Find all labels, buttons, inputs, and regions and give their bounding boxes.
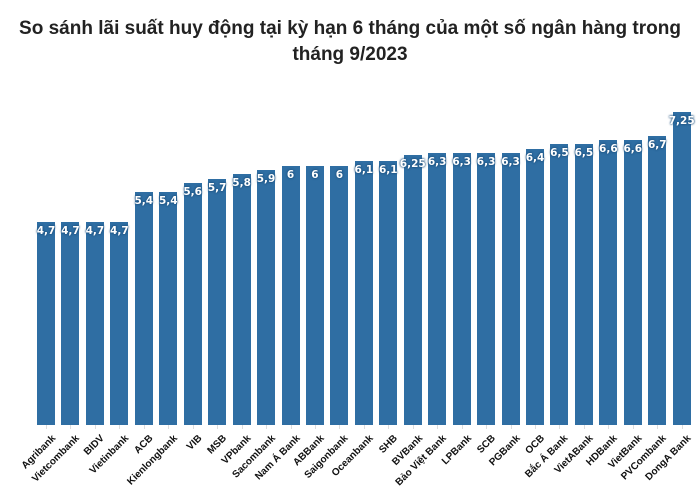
bar [330,165,349,425]
bar [61,221,80,425]
x-tick [535,425,536,429]
x-tick [70,425,72,429]
x-tick [632,425,634,429]
bar-value-label: 6,7 [647,138,667,151]
x-tick [266,425,268,429]
bar-value-label: 5,9 [256,173,276,186]
bar [428,152,447,425]
bar [354,161,373,425]
bar-value-label: 4,7 [85,224,105,237]
x-tick [217,425,219,429]
bar [257,170,276,425]
x-tick [388,425,390,429]
bar-value-label: 5,8 [232,177,251,190]
bar-value-label: 6,1 [354,164,374,177]
bar [183,183,202,425]
bar [85,221,104,425]
bar [159,191,178,425]
x-tick [657,425,659,429]
bar-value-label: 5,4 [134,194,154,207]
x-tick [192,425,194,429]
bar-value-label: 6 [286,168,295,181]
x-tick [314,425,316,429]
bar-value-label: 6,25 [399,158,426,170]
bar-value-label: 6 [311,168,319,181]
bar-value-label: 6,3 [427,155,447,168]
x-tick-label: VIB [184,433,205,453]
bar-value-label: 4,7 [61,224,80,237]
bar-value-label: 6 [335,168,344,181]
bar [477,152,496,425]
bar-value-label: 6,1 [378,164,398,177]
bar [599,139,618,425]
x-tick [241,425,243,429]
bar-value-label: 6,3 [501,155,520,168]
bar [281,165,300,425]
bar [550,144,569,425]
bar-value-label: 4,7 [110,224,129,237]
bar [672,111,691,425]
x-tick [608,425,610,429]
bar-value-label: 5,7 [207,181,227,194]
bar [452,152,471,425]
bar [37,221,55,425]
x-tick [46,425,47,429]
x-tick [119,425,121,429]
bar-value-label: 6,6 [599,142,618,155]
x-tick [461,425,463,429]
x-tick [143,425,145,429]
bar-value-label: 6,5 [574,147,594,160]
bar-value-label: 6,3 [476,155,496,168]
bar [208,178,227,425]
bar [526,148,544,425]
x-tick [412,425,414,429]
bar-value-label: 5,6 [183,186,202,199]
x-tick [437,425,439,429]
x-tick [681,425,683,429]
bar [648,135,667,425]
bar-value-label: 4,7 [36,224,56,237]
bar-value-label: 6,4 [525,151,545,164]
chart-title: So sánh lãi suất huy động tại kỳ hạn 6 t… [19,18,681,65]
bar [134,191,153,425]
bar-value-label: 5,4 [158,194,178,207]
bar [305,165,324,425]
x-tick [168,425,170,429]
bar-value-label: 6,5 [550,147,569,160]
x-tick [94,425,96,429]
x-tick [339,425,341,429]
x-tick [510,425,512,429]
x-tick [486,425,488,429]
x-tick [583,425,585,429]
bar [110,221,129,425]
bar [574,144,593,425]
x-tick [363,425,365,429]
bar [403,155,422,425]
bar-value-label: 6,6 [623,142,643,155]
bar-value-label: 6,3 [452,155,471,168]
bar [623,139,642,425]
x-tick [559,425,561,429]
bar [232,174,251,425]
bar-value-label: 7,25 [668,114,695,127]
bar [501,152,520,425]
x-tick [290,425,292,429]
bar [379,161,398,425]
